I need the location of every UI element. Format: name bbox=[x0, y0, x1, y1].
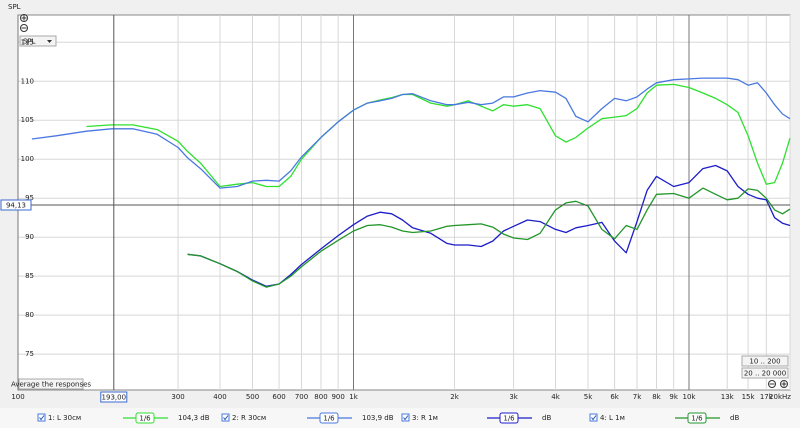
legend-check bbox=[223, 415, 229, 421]
legend-check bbox=[39, 415, 45, 421]
button-text: 10 .. 200 bbox=[749, 358, 780, 366]
cursor-y-label: 94,13 bbox=[6, 201, 26, 209]
x-tick-label: 17k bbox=[760, 393, 774, 401]
y-tick-label: 110 bbox=[21, 77, 34, 85]
range-button-2[interactable]: 20 .. 20 000 bbox=[741, 367, 789, 379]
legend-smoothing-box[interactable] bbox=[319, 412, 339, 424]
legend-smoothing-box[interactable] bbox=[687, 412, 707, 424]
zoom-in[interactable] bbox=[20, 14, 28, 22]
legend-checkbox[interactable] bbox=[401, 413, 410, 422]
legend-smoothing: 1/6 bbox=[139, 415, 151, 423]
x-tick-label: 2k bbox=[450, 393, 459, 401]
legend-value: dB bbox=[730, 414, 739, 422]
x-tick-label: 900 bbox=[331, 393, 344, 401]
legend-smoothing-box[interactable] bbox=[135, 412, 155, 424]
plot-area bbox=[17, 14, 791, 391]
lines bbox=[31, 77, 791, 288]
y-tick-label: 90 bbox=[25, 233, 34, 241]
y-axis-label: SPL bbox=[8, 3, 21, 11]
y-tick-label: 85 bbox=[25, 272, 34, 280]
spl-dropdown[interactable]: SPL bbox=[19, 35, 57, 47]
x-tick-label: 1k bbox=[349, 393, 358, 401]
x-tick-label: 600 bbox=[272, 393, 285, 401]
legend-smoothing: 1/6 bbox=[691, 415, 703, 423]
x-tick-label: 400 bbox=[213, 393, 226, 401]
button-text: Average the responses bbox=[11, 381, 91, 389]
legend-bar bbox=[0, 408, 800, 428]
x-zoom-in[interactable] bbox=[780, 380, 788, 388]
x-zoom-out[interactable] bbox=[768, 380, 776, 388]
x-tick-label: 10k bbox=[683, 393, 697, 401]
x-tick-label: 8k bbox=[652, 393, 661, 401]
legend-smoothing: 1/6 bbox=[503, 415, 515, 423]
x-tick-label: 4k bbox=[551, 393, 560, 401]
y-tick-label: 105 bbox=[21, 116, 34, 124]
x-tick-label: 6k bbox=[610, 393, 619, 401]
x-tick-label: 100 bbox=[11, 393, 24, 401]
legend-name: 3: R 1м bbox=[412, 414, 438, 422]
x-tick-label: 5k bbox=[584, 393, 593, 401]
y-tick-label: 95 bbox=[25, 194, 34, 202]
y-tick-label: 100 bbox=[21, 155, 34, 163]
legend-checkbox[interactable] bbox=[37, 413, 46, 422]
legend-name: 2: R 30см bbox=[232, 414, 266, 422]
legend-name: 4: L 1м bbox=[600, 414, 625, 422]
x-tick-label: 9k bbox=[669, 393, 678, 401]
legend-check bbox=[403, 415, 409, 421]
legend-name: 1: L 30см bbox=[48, 414, 81, 422]
x-tick-label: 15k bbox=[742, 393, 756, 401]
y-tick-label: 80 bbox=[25, 311, 34, 319]
legend-smoothing-box[interactable] bbox=[499, 412, 519, 424]
x-tick-label: 500 bbox=[246, 393, 259, 401]
legend-checkbox[interactable] bbox=[221, 413, 230, 422]
response-line bbox=[86, 83, 791, 188]
x-tick-label: 700 bbox=[295, 393, 308, 401]
x-tick-label: 20kHz bbox=[769, 393, 791, 401]
legend-smoothing: 1/6 bbox=[323, 415, 335, 423]
response-line bbox=[31, 77, 791, 189]
legend-checkbox[interactable] bbox=[589, 413, 598, 422]
y-tick-label: 75 bbox=[25, 350, 34, 358]
x-tick-label: 13k bbox=[721, 393, 735, 401]
x-tick-label: 3k bbox=[509, 393, 518, 401]
cursor-x-label: 193,00 bbox=[102, 394, 127, 402]
cursor-y-box bbox=[0, 199, 32, 211]
average-button[interactable]: Average the responses bbox=[11, 378, 91, 390]
legend: 1: L 30см 1/6 104,3 dB 2: R 30см 1/6 103,9 dB… bbox=[37, 412, 739, 424]
cursor-x-box bbox=[100, 391, 128, 403]
range-button-1[interactable]: 10 .. 200 bbox=[741, 355, 789, 367]
button-text: 20 .. 20 000 bbox=[744, 370, 786, 378]
y-tick-label: 115 bbox=[21, 38, 34, 46]
x-tick-label: 300 bbox=[171, 393, 184, 401]
x-tick-label: 800 bbox=[314, 393, 327, 401]
legend-value: dB bbox=[542, 414, 551, 422]
response-line bbox=[187, 164, 791, 287]
legend-check bbox=[591, 415, 597, 421]
response-line bbox=[187, 187, 791, 288]
x-tick-label: 7k bbox=[633, 393, 642, 401]
dropdown-text: SPL bbox=[23, 38, 36, 46]
legend-value: 103,9 dB bbox=[362, 414, 394, 422]
zoom-out[interactable] bbox=[20, 24, 28, 32]
legend-value: 104,3 dB bbox=[178, 414, 210, 422]
